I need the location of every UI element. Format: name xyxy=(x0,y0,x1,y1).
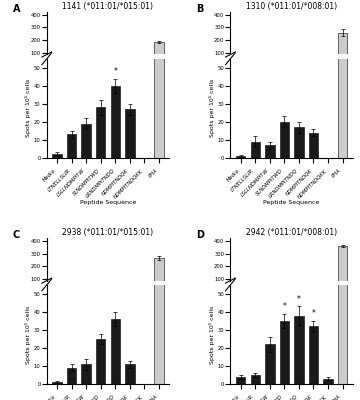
Bar xyxy=(309,64,318,66)
Bar xyxy=(154,0,164,384)
Text: C: C xyxy=(13,230,20,240)
Bar xyxy=(52,382,62,384)
Bar xyxy=(251,142,260,158)
Title: 1310 (*011:01/*008:01): 1310 (*011:01/*008:01) xyxy=(246,2,337,11)
Bar xyxy=(265,289,275,292)
Bar xyxy=(323,378,333,384)
Text: B: B xyxy=(196,4,203,14)
Text: *: * xyxy=(282,302,286,311)
Bar xyxy=(67,134,76,158)
Bar xyxy=(96,289,105,292)
Bar xyxy=(125,364,135,384)
Text: *: * xyxy=(113,67,117,76)
Bar xyxy=(338,246,347,292)
Title: 2942 (*011:01/*008:01): 2942 (*011:01/*008:01) xyxy=(246,228,337,237)
Bar xyxy=(294,287,303,292)
Bar xyxy=(265,65,275,66)
Bar xyxy=(154,0,164,158)
Bar xyxy=(236,156,246,158)
Bar xyxy=(265,145,275,158)
Bar xyxy=(111,319,120,384)
Bar xyxy=(96,339,105,384)
Text: *: * xyxy=(297,295,301,304)
Bar xyxy=(294,316,303,384)
Bar xyxy=(67,368,76,384)
Bar xyxy=(338,0,347,158)
Y-axis label: Spots per 10⁵ cells: Spots per 10⁵ cells xyxy=(25,305,31,364)
Bar xyxy=(111,288,120,292)
Bar xyxy=(280,122,289,158)
Bar xyxy=(96,62,105,66)
Bar xyxy=(154,42,164,66)
Bar xyxy=(125,291,135,292)
Bar xyxy=(67,291,76,292)
Bar xyxy=(265,344,275,384)
Bar xyxy=(81,64,91,66)
Bar xyxy=(81,291,91,292)
Title: 2938 (*011:01/*015:01): 2938 (*011:01/*015:01) xyxy=(62,228,154,237)
Bar xyxy=(280,321,289,384)
Bar xyxy=(280,288,289,292)
Bar xyxy=(111,86,120,158)
Bar xyxy=(111,61,120,66)
Bar xyxy=(309,326,318,384)
Bar xyxy=(309,288,318,292)
Bar xyxy=(338,0,347,384)
X-axis label: Peptide Sequence: Peptide Sequence xyxy=(80,200,136,205)
Bar xyxy=(52,154,62,158)
Bar xyxy=(81,124,91,158)
Bar xyxy=(251,375,260,384)
Y-axis label: Spots per 10⁵ cells: Spots per 10⁵ cells xyxy=(25,79,31,138)
Bar xyxy=(67,64,76,66)
Bar xyxy=(125,63,135,66)
Bar xyxy=(309,133,318,158)
Bar xyxy=(280,64,289,66)
Text: A: A xyxy=(13,4,20,14)
Bar xyxy=(338,33,347,66)
Text: D: D xyxy=(196,230,204,240)
Bar xyxy=(294,127,303,158)
Bar xyxy=(81,364,91,384)
Bar xyxy=(294,64,303,66)
Bar xyxy=(251,65,260,66)
Bar xyxy=(125,109,135,158)
Text: *: * xyxy=(311,309,315,318)
Y-axis label: Spots per 10⁵ cells: Spots per 10⁵ cells xyxy=(209,79,215,138)
Title: 1141 (*011:01/*015:01): 1141 (*011:01/*015:01) xyxy=(63,2,153,11)
Bar xyxy=(236,377,246,384)
X-axis label: Peptide Sequence: Peptide Sequence xyxy=(264,200,320,205)
Y-axis label: Spots per 10⁵ cells: Spots per 10⁵ cells xyxy=(209,305,215,364)
Bar xyxy=(154,258,164,292)
Bar xyxy=(96,108,105,158)
